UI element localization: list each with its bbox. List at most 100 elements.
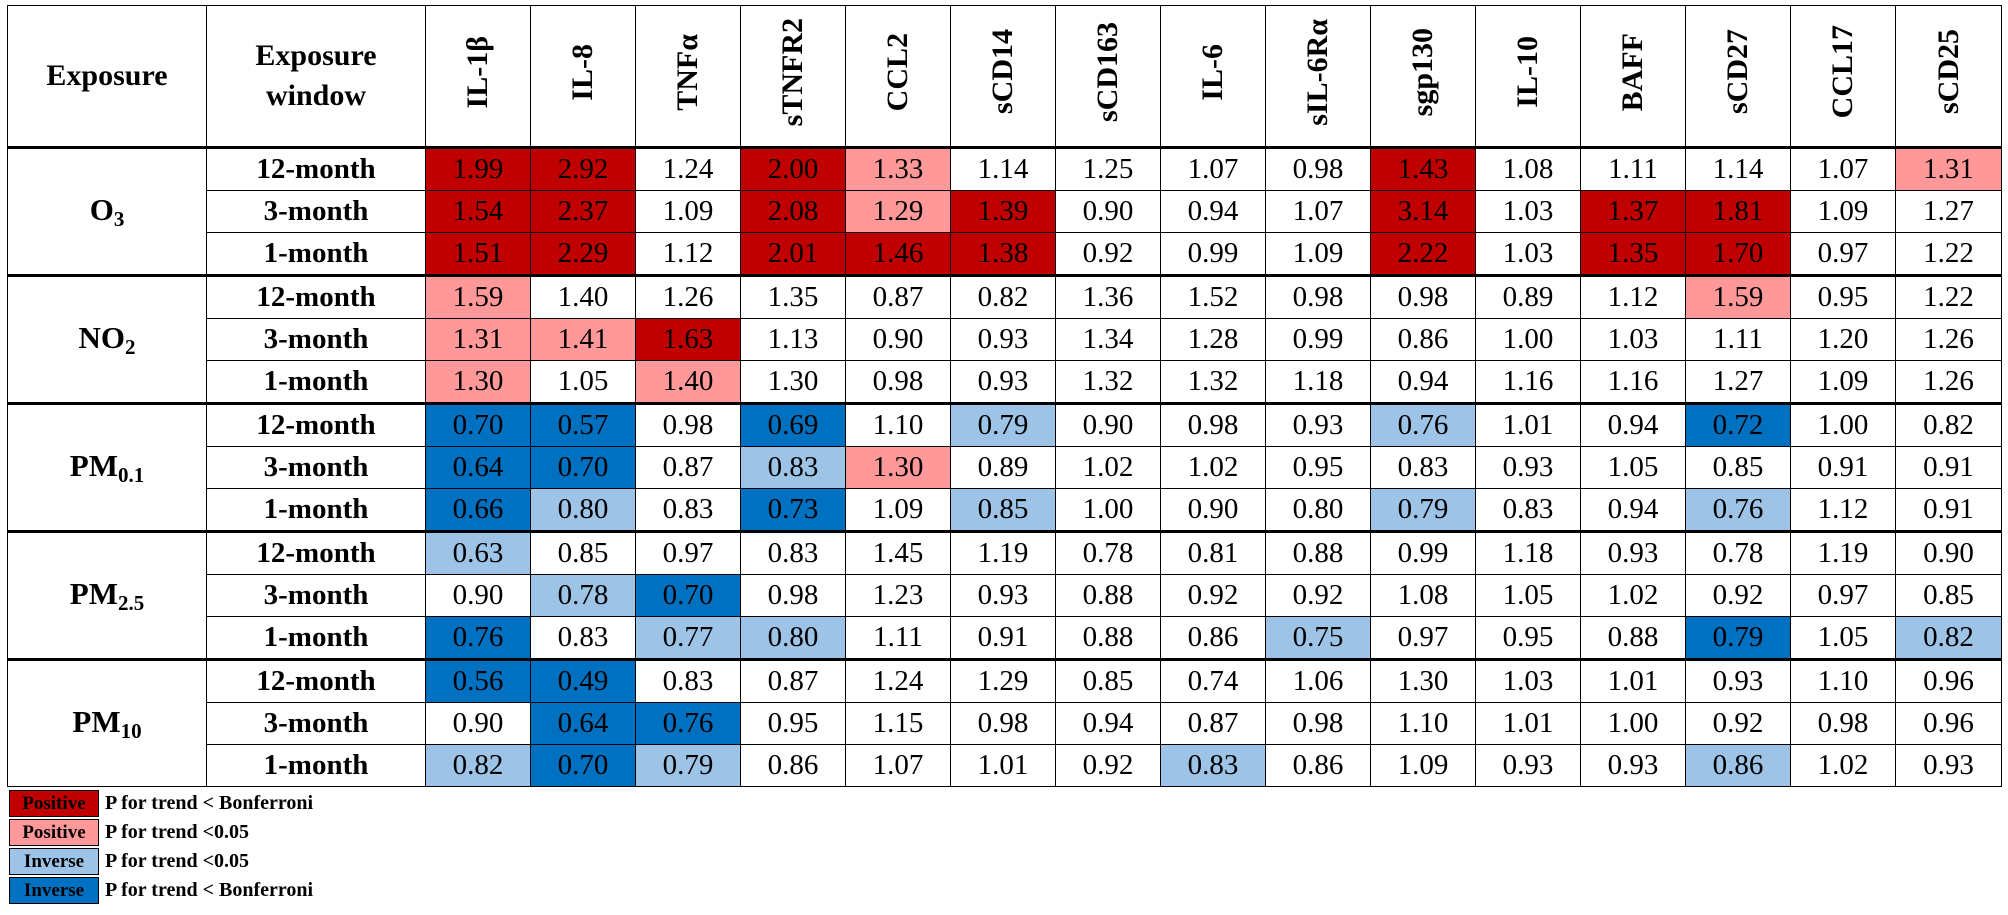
heatmap-cell: 0.93 — [1895, 744, 2002, 787]
heatmap-cell: 0.88 — [1055, 574, 1161, 617]
heatmap-cell: 0.86 — [740, 744, 846, 787]
heatmap-cell: 0.90 — [1160, 488, 1266, 532]
exposure-window: 1-month — [206, 232, 426, 276]
heatmap-cell: 1.16 — [1580, 360, 1686, 404]
heatmap-cell: 0.70 — [425, 402, 531, 447]
legend-text: P for trend < Bonferroni — [105, 879, 314, 901]
heatmap-cell: 1.06 — [1265, 658, 1371, 703]
column-header-label: CCL17 — [1826, 25, 1859, 119]
heatmap-cell: 0.97 — [1790, 232, 1896, 276]
heatmap-cell: 0.93 — [1685, 658, 1791, 703]
heatmap-cell: 0.76 — [635, 702, 741, 745]
heatmap-cell: 0.98 — [1265, 274, 1371, 319]
exposure-window: 12-month — [206, 274, 426, 319]
heatmap-cell: 0.94 — [1160, 190, 1266, 233]
heatmap-cell: 0.75 — [1265, 616, 1371, 660]
heatmap-cell: 0.93 — [1580, 744, 1686, 787]
heatmap-cell: 0.97 — [635, 530, 741, 575]
heatmap-cell: 0.89 — [1475, 274, 1581, 319]
column-header: sgp130 — [1370, 5, 1476, 148]
column-header: sCD163 — [1055, 5, 1161, 148]
heatmap-cell: 1.54 — [425, 190, 531, 233]
heatmap-cell: 1.07 — [1160, 146, 1266, 191]
heatmap-cell: 0.92 — [1685, 574, 1791, 617]
column-header: sCD27 — [1685, 5, 1791, 148]
heatmap-cell: 1.32 — [1160, 360, 1266, 404]
heatmap-cell: 0.86 — [1265, 744, 1371, 787]
heatmap-cell: 0.76 — [1370, 402, 1476, 447]
column-header-label: IL-10 — [1511, 36, 1544, 108]
heatmap-cell: 0.63 — [425, 530, 531, 575]
heatmap-cell: 0.87 — [740, 658, 846, 703]
heatmap-cell: 0.69 — [740, 402, 846, 447]
heatmap-cell: 1.07 — [1265, 190, 1371, 233]
heatmap-cell: 1.10 — [1790, 658, 1896, 703]
column-header-label: sCD14 — [986, 29, 1019, 115]
heatmap-cell: 1.02 — [1580, 574, 1686, 617]
heatmap-cell: 1.51 — [425, 232, 531, 276]
table-row: 1-month 0.66 0.80 0.83 0.73 1.09 0.85 1.00 0.90 0… — [8, 488, 2002, 532]
heatmap-cell: 0.93 — [950, 318, 1056, 361]
heatmap-cell: 1.05 — [530, 360, 636, 404]
heatmap-cell: 1.16 — [1475, 360, 1581, 404]
heatmap-cell: 2.92 — [530, 146, 636, 191]
heatmap-cell: 1.10 — [1370, 702, 1476, 745]
heatmap-cell: 0.86 — [1685, 744, 1791, 787]
header-row: Exposure Exposure window IL-1β IL-8 TNFα sT… — [7, 5, 2002, 148]
heatmap-cell: 0.98 — [1160, 402, 1266, 447]
heatmap-cell: 1.12 — [1790, 488, 1896, 532]
exposure-name: PM — [69, 575, 118, 611]
exposure-name: PM — [72, 703, 121, 739]
column-header: CCL2 — [845, 5, 951, 148]
heatmap-cell: 0.99 — [1160, 232, 1266, 276]
column-header-label: sTNFR2 — [776, 17, 809, 127]
heatmap-cell: 0.98 — [950, 702, 1056, 745]
heatmap-cell: 0.92 — [1160, 574, 1266, 617]
heatmap-cell: 1.05 — [1790, 616, 1896, 660]
heatmap-cell: 0.82 — [425, 744, 531, 787]
column-header: IL-10 — [1475, 5, 1581, 148]
exposure-subscript: 0.1 — [117, 462, 145, 487]
heatmap-cell: 0.88 — [1265, 530, 1371, 575]
heatmap-cell: 1.02 — [1160, 446, 1266, 489]
heatmap-cell: 0.94 — [1580, 488, 1686, 532]
heatmap-cell: 1.11 — [845, 616, 951, 660]
exposure-window-header: Exposure window — [206, 5, 426, 148]
heatmap-cell: 1.09 — [1790, 360, 1896, 404]
heatmap-cell: 1.15 — [845, 702, 951, 745]
heatmap-cell: 1.24 — [845, 658, 951, 703]
table-row: 3-month 0.90 0.64 0.76 0.95 1.15 0.98 0.94 0.87 0… — [8, 702, 2002, 745]
table-row: 3-month 0.64 0.70 0.87 0.83 1.30 0.89 1.02 1.02 0… — [8, 446, 2002, 489]
heatmap-cell: 1.30 — [425, 360, 531, 404]
exposure-window: 1-month — [206, 360, 426, 404]
heatmap-cell: 1.29 — [845, 190, 951, 233]
legend-entry: Positive P for trend < Bonferroni — [9, 789, 313, 818]
heatmap-cell: 1.12 — [635, 232, 741, 276]
heatmap-cell: 1.19 — [1790, 530, 1896, 575]
heatmap-cell: 1.10 — [845, 402, 951, 447]
heatmap-cell: 0.64 — [530, 702, 636, 745]
heatmap-cell: 1.31 — [1895, 146, 2002, 191]
heatmap-cell: 0.87 — [845, 274, 951, 319]
heatmap-cell: 1.26 — [635, 274, 741, 319]
heatmap-cell: 0.72 — [1685, 402, 1791, 447]
heatmap-cell: 0.79 — [1370, 488, 1476, 532]
heatmap-cell: 0.85 — [530, 530, 636, 575]
heatmap-cell: 1.35 — [740, 274, 846, 319]
exposure-label: NO2 — [7, 274, 207, 404]
heatmap-cell: 0.83 — [635, 658, 741, 703]
heatmap-cell: 1.09 — [635, 190, 741, 233]
heatmap-cell: 0.83 — [1160, 744, 1266, 787]
column-header-label: sCD163 — [1091, 21, 1124, 122]
heatmap-cell: 1.41 — [530, 318, 636, 361]
heatmap-cell: 0.97 — [1790, 574, 1896, 617]
heatmap-cell: 0.94 — [1370, 360, 1476, 404]
heatmap-cell: 0.97 — [1370, 616, 1476, 660]
heatmap-cell: 0.82 — [950, 274, 1056, 319]
heatmap-cell: 1.43 — [1370, 146, 1476, 191]
heatmap-cell: 0.87 — [1160, 702, 1266, 745]
heatmap-cell: 0.76 — [425, 616, 531, 660]
column-header: CCL17 — [1790, 5, 1896, 148]
heatmap-cell: 1.01 — [1580, 658, 1686, 703]
heatmap-cell: 0.83 — [1370, 446, 1476, 489]
